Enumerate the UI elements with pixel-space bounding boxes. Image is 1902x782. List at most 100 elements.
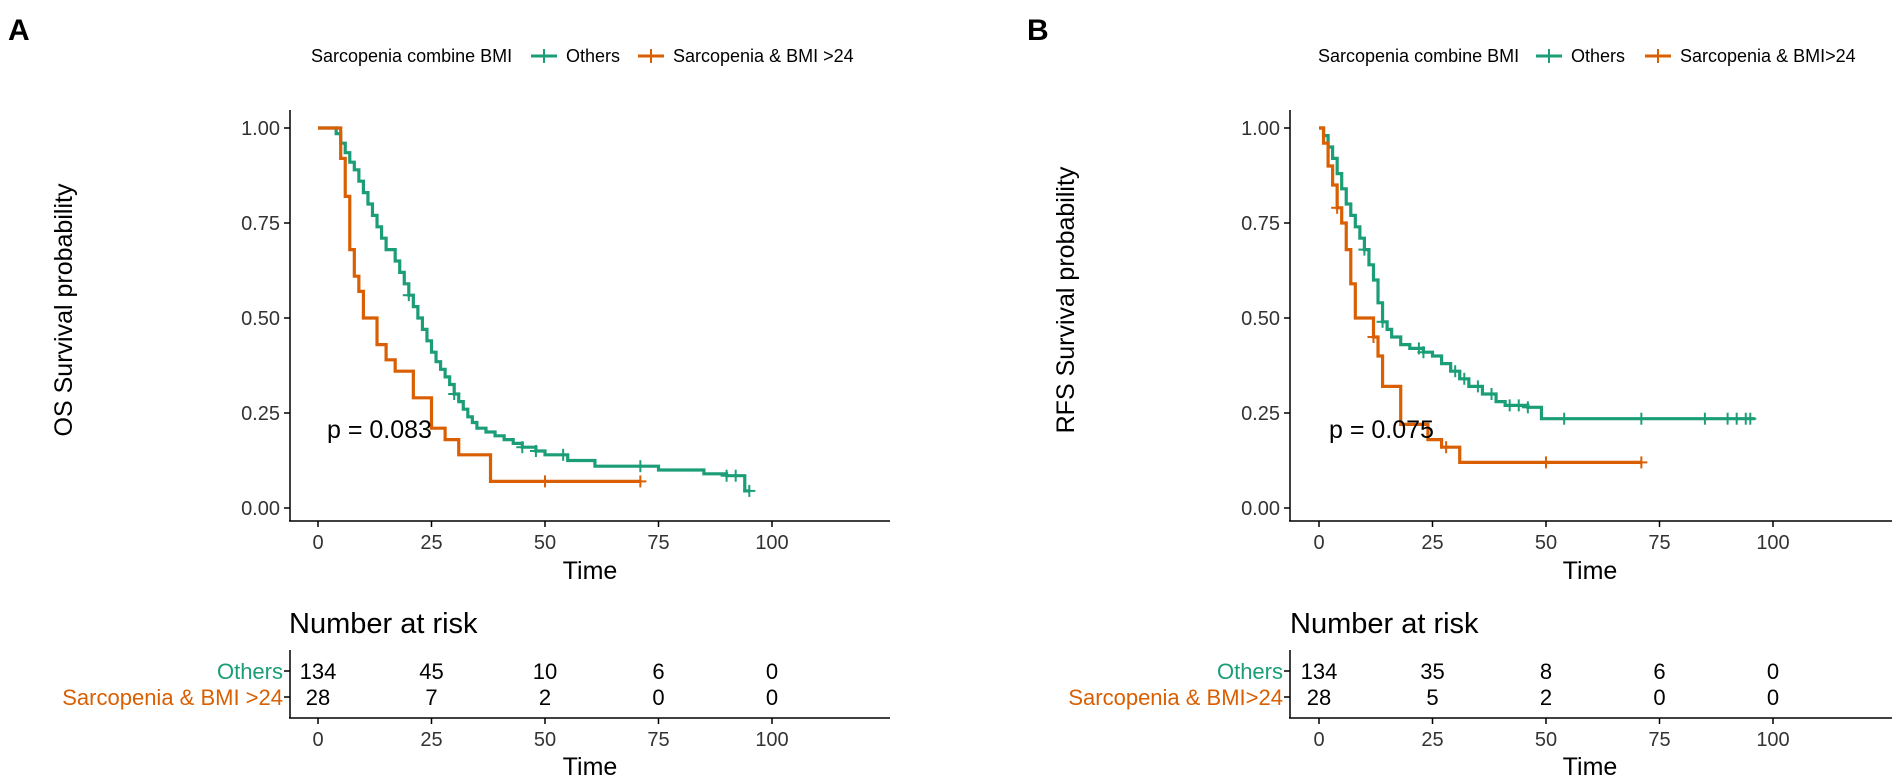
risk-row-label: Others xyxy=(217,659,283,684)
risk-count: 10 xyxy=(533,659,557,684)
censor-mark xyxy=(1458,372,1471,385)
legend-key-others xyxy=(531,49,557,63)
panel-b: B Sarcopenia combine BMI Others Sarcopen… xyxy=(1027,14,1892,781)
km-curve-others xyxy=(1319,126,1755,421)
risk-count: 0 xyxy=(766,685,778,710)
risk-row-label: Others xyxy=(1217,659,1283,684)
km-curve-sarcopenia xyxy=(318,126,641,483)
x-axis-title: Time xyxy=(1563,557,1618,585)
censor-mark xyxy=(1540,456,1552,469)
censor-mark xyxy=(402,289,415,302)
y-ticks: 0.00 0.25 0.50 0.75 1.00 xyxy=(1241,118,1290,520)
panel-a-legend: Sarcopenia combine BMI Others Sarcopenia… xyxy=(311,46,854,66)
y-ticks: 0.00 0.25 0.50 0.75 1.00 xyxy=(241,118,290,520)
km-curve-sarcopenia xyxy=(1319,126,1642,464)
legend-title: Sarcopenia combine BMI xyxy=(311,46,512,66)
censor-mark xyxy=(634,460,647,473)
survival-curves xyxy=(1319,126,1757,469)
y-tick-label: 0.25 xyxy=(241,403,280,425)
legend-label-sarcopenia: Sarcopenia & BMI >24 xyxy=(673,46,854,66)
risk-table-title: Number at risk xyxy=(1290,608,1479,640)
censor-mark xyxy=(634,475,647,488)
x-tick-label: 100 xyxy=(1756,532,1789,554)
risk-count: 2 xyxy=(1540,685,1552,710)
censor-mark xyxy=(1635,456,1648,469)
x-ticks: 0 25 50 75 100 xyxy=(312,521,789,554)
x-ticks: 0 25 50 75 100 xyxy=(1313,521,1790,554)
risk-x-tick-label: 25 xyxy=(1421,729,1443,751)
censor-mark xyxy=(1558,412,1571,425)
panel-b-label: B xyxy=(1027,14,1049,47)
y-axis-title: RFS Survival probability xyxy=(1052,166,1080,433)
risk-x-tick-label: 100 xyxy=(755,729,788,751)
y-axis-title: OS Survival probability xyxy=(50,183,78,436)
y-tick-label: 0.50 xyxy=(1241,308,1280,330)
x-tick-label: 75 xyxy=(647,532,669,554)
y-tick-label: 0.75 xyxy=(241,213,280,235)
risk-count: 35 xyxy=(1420,659,1444,684)
panel-a-label: A xyxy=(8,14,30,47)
risk-x-tick-label: 50 xyxy=(534,729,556,751)
censor-mark xyxy=(1417,346,1430,359)
risk-table-title: Number at risk xyxy=(289,608,478,640)
risk-count: 0 xyxy=(652,685,664,710)
panel-a: A Sarcopenia combine BMI Others Sarcopen… xyxy=(8,14,890,781)
x-tick-label: 25 xyxy=(420,532,442,554)
censor-mark xyxy=(1331,201,1344,214)
risk-x-tick-label: 0 xyxy=(312,729,323,751)
risk-count: 7 xyxy=(425,685,437,710)
risk-count: 8 xyxy=(1540,659,1552,684)
risk-count: 134 xyxy=(300,659,337,684)
y-tick-label: 0.00 xyxy=(1241,498,1280,520)
censor-mark xyxy=(1367,331,1380,343)
censor-mark xyxy=(1471,380,1484,393)
y-tick-label: 0.75 xyxy=(1241,213,1280,235)
censor-mark xyxy=(557,448,570,461)
x-tick-label: 50 xyxy=(534,532,556,554)
risk-x-axis-title: Time xyxy=(563,753,618,781)
risk-x-tick-label: 75 xyxy=(1648,729,1670,751)
censor-mark xyxy=(1744,412,1757,425)
x-axis-title: Time xyxy=(563,557,618,585)
risk-count: 5 xyxy=(1426,685,1438,710)
censor-mark xyxy=(743,484,756,497)
risk-count: 2 xyxy=(539,685,551,710)
censor-mark xyxy=(1521,401,1534,414)
risk-count: 0 xyxy=(1653,685,1665,710)
legend-label-sarcopenia: Sarcopenia & BMI>24 xyxy=(1680,46,1856,66)
censor-mark xyxy=(516,441,529,454)
y-tick-label: 1.00 xyxy=(241,118,280,140)
censor-mark xyxy=(1512,399,1525,412)
risk-x-tick-label: 100 xyxy=(1756,729,1789,751)
risk-count: 6 xyxy=(652,659,664,684)
risk-row-label: Sarcopenia & BMI>24 xyxy=(1068,685,1283,710)
risk-x-tick-label: 75 xyxy=(647,729,669,751)
legend-label-others: Others xyxy=(1571,46,1625,66)
censor-mark xyxy=(1376,315,1389,328)
censor-mark xyxy=(1698,412,1711,425)
risk-count: 0 xyxy=(1767,685,1779,710)
risk-count: 45 xyxy=(419,659,443,684)
censor-mark xyxy=(1358,243,1371,256)
censor-mark xyxy=(529,445,542,457)
y-tick-label: 0.50 xyxy=(241,308,280,330)
x-tick-label: 100 xyxy=(755,532,788,554)
censor-mark xyxy=(448,388,461,400)
censor-mark xyxy=(1635,412,1648,425)
legend-title: Sarcopenia combine BMI xyxy=(1318,46,1519,66)
legend-label-others: Others xyxy=(566,46,620,66)
censor-mark xyxy=(729,469,742,482)
y-tick-label: 0.00 xyxy=(241,498,280,520)
risk-row-label: Sarcopenia & BMI >24 xyxy=(62,685,283,710)
x-tick-label: 25 xyxy=(1421,532,1443,554)
survival-curves xyxy=(318,126,756,497)
y-tick-label: 1.00 xyxy=(1241,118,1280,140)
panel-b-legend: Sarcopenia combine BMI Others Sarcopenia… xyxy=(1318,46,1856,66)
censor-mark xyxy=(1485,388,1498,400)
legend-key-others xyxy=(1536,49,1562,63)
legend-key-sarcopenia xyxy=(638,49,664,63)
y-tick-label: 0.25 xyxy=(1241,403,1280,425)
